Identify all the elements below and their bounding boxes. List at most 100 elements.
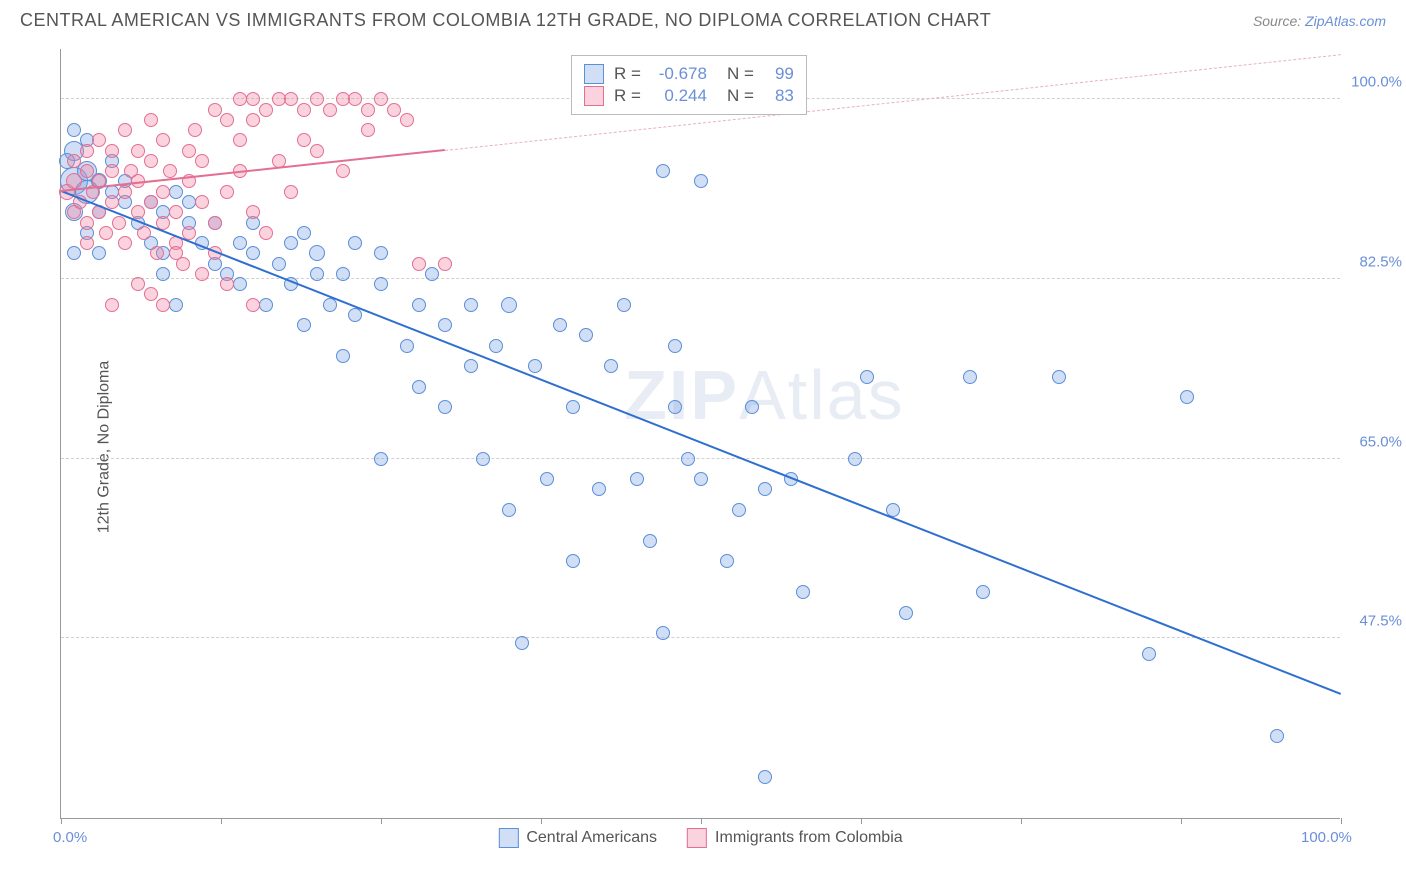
point-central-american bbox=[310, 267, 324, 281]
point-central-american bbox=[438, 318, 452, 332]
point-colombia bbox=[182, 144, 196, 158]
stats-box: R = -0.678 N = 99 R = 0.244 N = 83 bbox=[571, 55, 807, 115]
series-swatch bbox=[584, 86, 604, 106]
point-colombia bbox=[169, 205, 183, 219]
y-tick-label: 82.5% bbox=[1359, 254, 1402, 271]
point-colombia bbox=[163, 164, 177, 178]
point-central-american bbox=[336, 349, 350, 363]
point-colombia bbox=[99, 226, 113, 240]
point-colombia bbox=[387, 103, 401, 117]
stats-row: R = 0.244 N = 83 bbox=[584, 86, 794, 106]
point-central-american bbox=[1180, 390, 1194, 404]
point-central-american bbox=[694, 174, 708, 188]
source-link[interactable]: ZipAtlas.com bbox=[1305, 13, 1386, 29]
point-colombia bbox=[246, 92, 260, 106]
r-label: R = bbox=[614, 64, 641, 84]
point-central-american bbox=[860, 370, 874, 384]
point-central-american bbox=[272, 257, 286, 271]
point-central-american bbox=[246, 246, 260, 260]
y-tick-label: 100.0% bbox=[1351, 74, 1402, 91]
y-tick-label: 65.0% bbox=[1359, 433, 1402, 450]
point-colombia bbox=[144, 195, 158, 209]
legend-label: Central Americans bbox=[526, 829, 657, 847]
point-central-american bbox=[169, 185, 183, 199]
point-central-american bbox=[425, 267, 439, 281]
point-central-american bbox=[464, 359, 478, 373]
point-colombia bbox=[348, 92, 362, 106]
n-label: N = bbox=[727, 86, 754, 106]
point-central-american bbox=[758, 482, 772, 496]
point-central-american bbox=[745, 400, 759, 414]
point-central-american bbox=[67, 123, 81, 137]
point-colombia bbox=[144, 287, 158, 301]
point-central-american bbox=[233, 236, 247, 250]
point-central-american bbox=[976, 585, 990, 599]
point-colombia bbox=[220, 277, 234, 291]
point-colombia bbox=[144, 113, 158, 127]
point-central-american bbox=[720, 554, 734, 568]
point-central-american bbox=[464, 298, 478, 312]
point-colombia bbox=[105, 195, 119, 209]
point-colombia bbox=[310, 92, 324, 106]
chart-title: CENTRAL AMERICAN VS IMMIGRANTS FROM COLO… bbox=[20, 10, 991, 31]
point-central-american bbox=[681, 452, 695, 466]
point-colombia bbox=[361, 123, 375, 137]
point-colombia bbox=[150, 246, 164, 260]
point-central-american bbox=[476, 452, 490, 466]
x-tick bbox=[861, 818, 862, 824]
point-colombia bbox=[374, 92, 388, 106]
point-central-american bbox=[796, 585, 810, 599]
point-colombia bbox=[67, 154, 81, 168]
point-colombia bbox=[118, 236, 132, 250]
x-tick-label: 0.0% bbox=[53, 829, 87, 846]
point-central-american bbox=[963, 370, 977, 384]
point-central-american bbox=[668, 339, 682, 353]
point-colombia bbox=[118, 123, 132, 137]
point-central-american bbox=[540, 472, 554, 486]
point-colombia bbox=[208, 103, 222, 117]
point-central-american bbox=[899, 606, 913, 620]
point-colombia bbox=[188, 123, 202, 137]
point-colombia bbox=[195, 154, 209, 168]
point-colombia bbox=[144, 154, 158, 168]
point-colombia bbox=[80, 236, 94, 250]
legend-item: Immigrants from Colombia bbox=[687, 828, 903, 848]
point-colombia bbox=[208, 216, 222, 230]
point-colombia bbox=[105, 298, 119, 312]
y-tick-label: 47.5% bbox=[1359, 613, 1402, 630]
point-central-american bbox=[259, 298, 273, 312]
point-colombia bbox=[361, 103, 375, 117]
point-central-american bbox=[374, 452, 388, 466]
point-central-american bbox=[528, 359, 542, 373]
x-tick bbox=[1021, 818, 1022, 824]
x-tick-label: 100.0% bbox=[1301, 829, 1352, 846]
point-colombia bbox=[310, 144, 324, 158]
point-central-american bbox=[732, 503, 746, 517]
gridline bbox=[61, 637, 1340, 638]
point-colombia bbox=[220, 113, 234, 127]
point-colombia bbox=[92, 133, 106, 147]
chart-container: 12th Grade, No Diploma ZIPAtlas 47.5%65.… bbox=[0, 39, 1406, 855]
point-central-american bbox=[630, 472, 644, 486]
point-central-american bbox=[1142, 647, 1156, 661]
point-colombia bbox=[246, 205, 260, 219]
point-colombia bbox=[137, 226, 151, 240]
legend: Central Americans Immigrants from Colomb… bbox=[498, 828, 902, 848]
point-colombia bbox=[176, 257, 190, 271]
point-central-american bbox=[67, 246, 81, 260]
point-central-american bbox=[233, 277, 247, 291]
point-colombia bbox=[233, 133, 247, 147]
point-colombia bbox=[220, 185, 234, 199]
watermark: ZIPAtlas bbox=[624, 355, 905, 435]
point-colombia bbox=[297, 133, 311, 147]
point-central-american bbox=[668, 400, 682, 414]
point-central-american bbox=[515, 636, 529, 650]
point-colombia bbox=[323, 103, 337, 117]
point-central-american bbox=[604, 359, 618, 373]
legend-item: Central Americans bbox=[498, 828, 657, 848]
stats-row: R = -0.678 N = 99 bbox=[584, 64, 794, 84]
point-colombia bbox=[284, 92, 298, 106]
r-value: 0.244 bbox=[651, 86, 707, 106]
point-central-american bbox=[566, 400, 580, 414]
point-central-american bbox=[643, 534, 657, 548]
